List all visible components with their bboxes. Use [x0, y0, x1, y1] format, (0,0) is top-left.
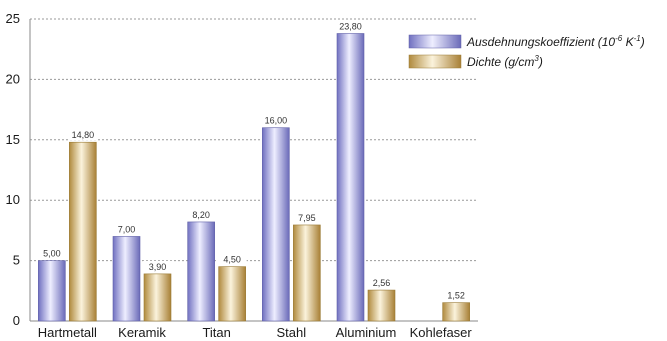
legend-label-ausdehnung: Ausdehnungskoeffizient (10-6​ K-1​) [466, 34, 645, 49]
data-label: 4,50 [223, 255, 241, 265]
data-label: 3,90 [149, 262, 167, 272]
data-label: 8,20 [192, 210, 210, 220]
bar-ausdehnung-stahl [262, 127, 290, 322]
data-label: 2,56 [373, 278, 391, 288]
y-tick-label: 15 [6, 132, 20, 147]
data-label: 14,80 [72, 130, 95, 140]
bar-dichte-aluminium [367, 289, 396, 322]
data-label: 1,52 [447, 291, 465, 301]
data-labels: 5,00 14,80 7,00 3,90 8,20 4,50 16,00 7,95 23,80 2… [37, 20, 471, 301]
data-label-bg [261, 114, 291, 126]
data-label: 16,00 [265, 116, 288, 126]
data-label: 23,80 [339, 21, 362, 31]
data-label-bg [292, 211, 322, 223]
x-category-label: Aluminium [336, 325, 397, 340]
y-tick-label: 20 [6, 71, 20, 86]
data-label: 5,00 [43, 249, 61, 259]
x-category-label: Titan [202, 325, 230, 340]
grid-lines [30, 18, 478, 262]
y-tick-label: 5 [13, 253, 20, 268]
bar-ausdehnung-aluminium [336, 33, 365, 322]
data-label-bg [367, 277, 396, 289]
bar-dichte-stahl [293, 224, 321, 322]
bar-ausdehnung-hartmetall [38, 260, 66, 322]
bar-dichte-kohlefaser [442, 302, 470, 322]
y-tick-label: 10 [6, 192, 20, 207]
data-label-bg [186, 208, 216, 220]
axes: 0 5 10 15 20 25 Hartmetall Keramik Titan Stahl Alu… [6, 11, 478, 340]
bar-dichte-titan [218, 266, 246, 322]
x-category-label: Keramik [118, 325, 166, 340]
data-label-bg [336, 20, 365, 32]
x-category-label: Hartmetall [38, 325, 97, 340]
data-label-bg [217, 253, 247, 265]
y-tick-label: 0 [13, 313, 20, 328]
bar-dichte-keramik [143, 273, 172, 322]
bars [38, 33, 470, 322]
data-label: 7,00 [118, 224, 136, 234]
data-label: 7,95 [298, 213, 316, 223]
data-label-bg [143, 260, 172, 272]
bar-ausdehnung-titan [187, 221, 215, 322]
data-label-bg [112, 223, 141, 235]
bar-dichte-hartmetall [69, 141, 97, 322]
y-tick-label: 25 [6, 11, 20, 26]
legend: Ausdehnungskoeffizient (10-6​ K-1​) Dicht… [408, 34, 645, 69]
x-category-label: Kohlefaser [410, 325, 473, 340]
bar-ausdehnung-keramik [112, 236, 141, 322]
legend-swatch-dichte [408, 54, 462, 69]
legend-label-dichte: Dichte (g/cm3​) [467, 54, 543, 69]
data-label-bg [441, 289, 471, 301]
data-label-bg [37, 247, 67, 259]
data-label-bg [68, 129, 98, 141]
legend-swatch-ausdehnung [408, 34, 462, 49]
x-category-label: Stahl [277, 325, 307, 340]
